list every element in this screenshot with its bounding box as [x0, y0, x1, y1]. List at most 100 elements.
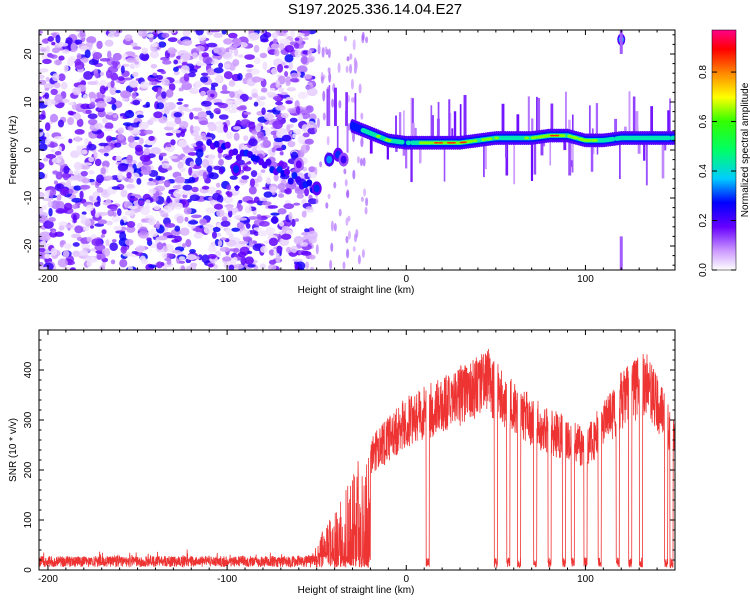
signal-ridge-blob — [586, 138, 592, 142]
noise-speck — [256, 172, 262, 176]
noise-speck — [305, 261, 310, 270]
noise-speck — [361, 249, 365, 259]
noise-speck — [239, 179, 248, 184]
noise-speck — [42, 197, 54, 201]
noise-speck — [65, 37, 73, 44]
noise-speck — [307, 57, 314, 63]
noise-speck — [228, 264, 235, 270]
noise-speck — [280, 128, 288, 136]
noise-speck — [305, 144, 310, 151]
x-tick-label: 0 — [403, 274, 409, 285]
noise-speck — [182, 184, 193, 191]
noise-speck — [294, 49, 301, 58]
noise-speck — [199, 225, 204, 229]
noise-speck — [327, 48, 331, 59]
signal-streak — [632, 96, 636, 138]
noise-speck — [294, 188, 306, 195]
noise-speck — [364, 206, 368, 215]
y-tick-label: 300 — [23, 411, 34, 428]
x-tick-label: -200 — [38, 274, 58, 285]
noise-speck — [164, 106, 170, 115]
noise-speck — [215, 125, 226, 134]
noise-speck — [44, 122, 51, 131]
signal-streak — [513, 138, 516, 185]
noise-speck — [148, 264, 157, 269]
noise-speck — [253, 231, 260, 236]
signal-ridge-blob — [524, 136, 530, 140]
noise-speck — [326, 135, 330, 146]
noise-speck — [275, 79, 281, 89]
noise-speck — [170, 139, 176, 146]
noise-speck — [360, 112, 364, 120]
noise-speck — [301, 210, 307, 218]
noise-speck — [345, 65, 349, 73]
noise-speck — [104, 128, 113, 132]
noise-speck — [174, 116, 182, 125]
signal-streak — [590, 140, 594, 172]
noise-speck — [146, 237, 152, 242]
noise-speck — [281, 134, 292, 142]
signal-streak — [563, 135, 567, 151]
noise-speck — [208, 245, 214, 254]
noise-speck — [122, 122, 132, 127]
noise-speck — [134, 61, 139, 65]
noise-speck — [161, 163, 170, 169]
noise-speck — [327, 67, 331, 74]
noise-speck — [228, 80, 236, 87]
noise-speck — [139, 154, 151, 162]
noise-speck — [73, 185, 82, 191]
noise-speck — [206, 68, 216, 76]
signal-streak — [463, 95, 467, 143]
noise-speck — [196, 62, 207, 67]
signal-streak — [568, 135, 572, 176]
noise-speck — [232, 58, 240, 67]
signal-streak — [595, 103, 599, 141]
noise-streak — [224, 141, 231, 149]
noise-speck — [342, 261, 346, 270]
noise-speck — [221, 256, 232, 262]
noise-speck — [183, 104, 189, 108]
noise-speck — [206, 165, 213, 173]
noise-speck — [45, 45, 50, 54]
noise-speck — [100, 233, 106, 238]
noise-speck — [74, 39, 83, 45]
signal-ridge-blob — [493, 136, 500, 140]
noise-speck — [161, 78, 170, 86]
noise-speck — [152, 72, 158, 77]
noise-speck — [199, 120, 209, 126]
noise-speck — [56, 194, 62, 201]
noise-speck — [100, 167, 106, 175]
noise-speck — [307, 230, 318, 240]
noise-speck — [87, 118, 98, 126]
signal-ridge-blob — [326, 155, 333, 164]
noise-speck — [263, 240, 270, 244]
noise-speck — [154, 185, 166, 192]
noise-speck — [128, 205, 138, 210]
noise-speck — [275, 105, 286, 111]
noise-speck — [290, 72, 299, 79]
noise-speck — [209, 112, 214, 119]
noise-speck — [96, 195, 101, 204]
noise-speck — [271, 215, 279, 225]
noise-speck — [192, 227, 203, 232]
noise-speck — [124, 238, 134, 246]
noise-speck — [229, 44, 238, 50]
noise-speck — [96, 251, 106, 260]
noise-speck — [286, 87, 297, 92]
noise-speck — [94, 158, 102, 167]
noise-speck — [110, 72, 119, 81]
noise-speck — [297, 33, 305, 37]
y-tick-label: 0 — [23, 147, 34, 153]
signal-streak — [410, 142, 413, 183]
noise-speck — [246, 68, 252, 73]
noise-speck — [146, 33, 154, 38]
noise-speck — [266, 69, 272, 74]
signal-streak — [550, 103, 554, 136]
noise-speck — [88, 195, 94, 201]
noise-speck — [42, 58, 52, 65]
noise-speck — [251, 92, 259, 99]
noise-speck — [343, 35, 347, 42]
signal-ridge-blob — [549, 134, 556, 137]
noise-speck — [224, 155, 233, 160]
signal-streak — [403, 110, 405, 143]
